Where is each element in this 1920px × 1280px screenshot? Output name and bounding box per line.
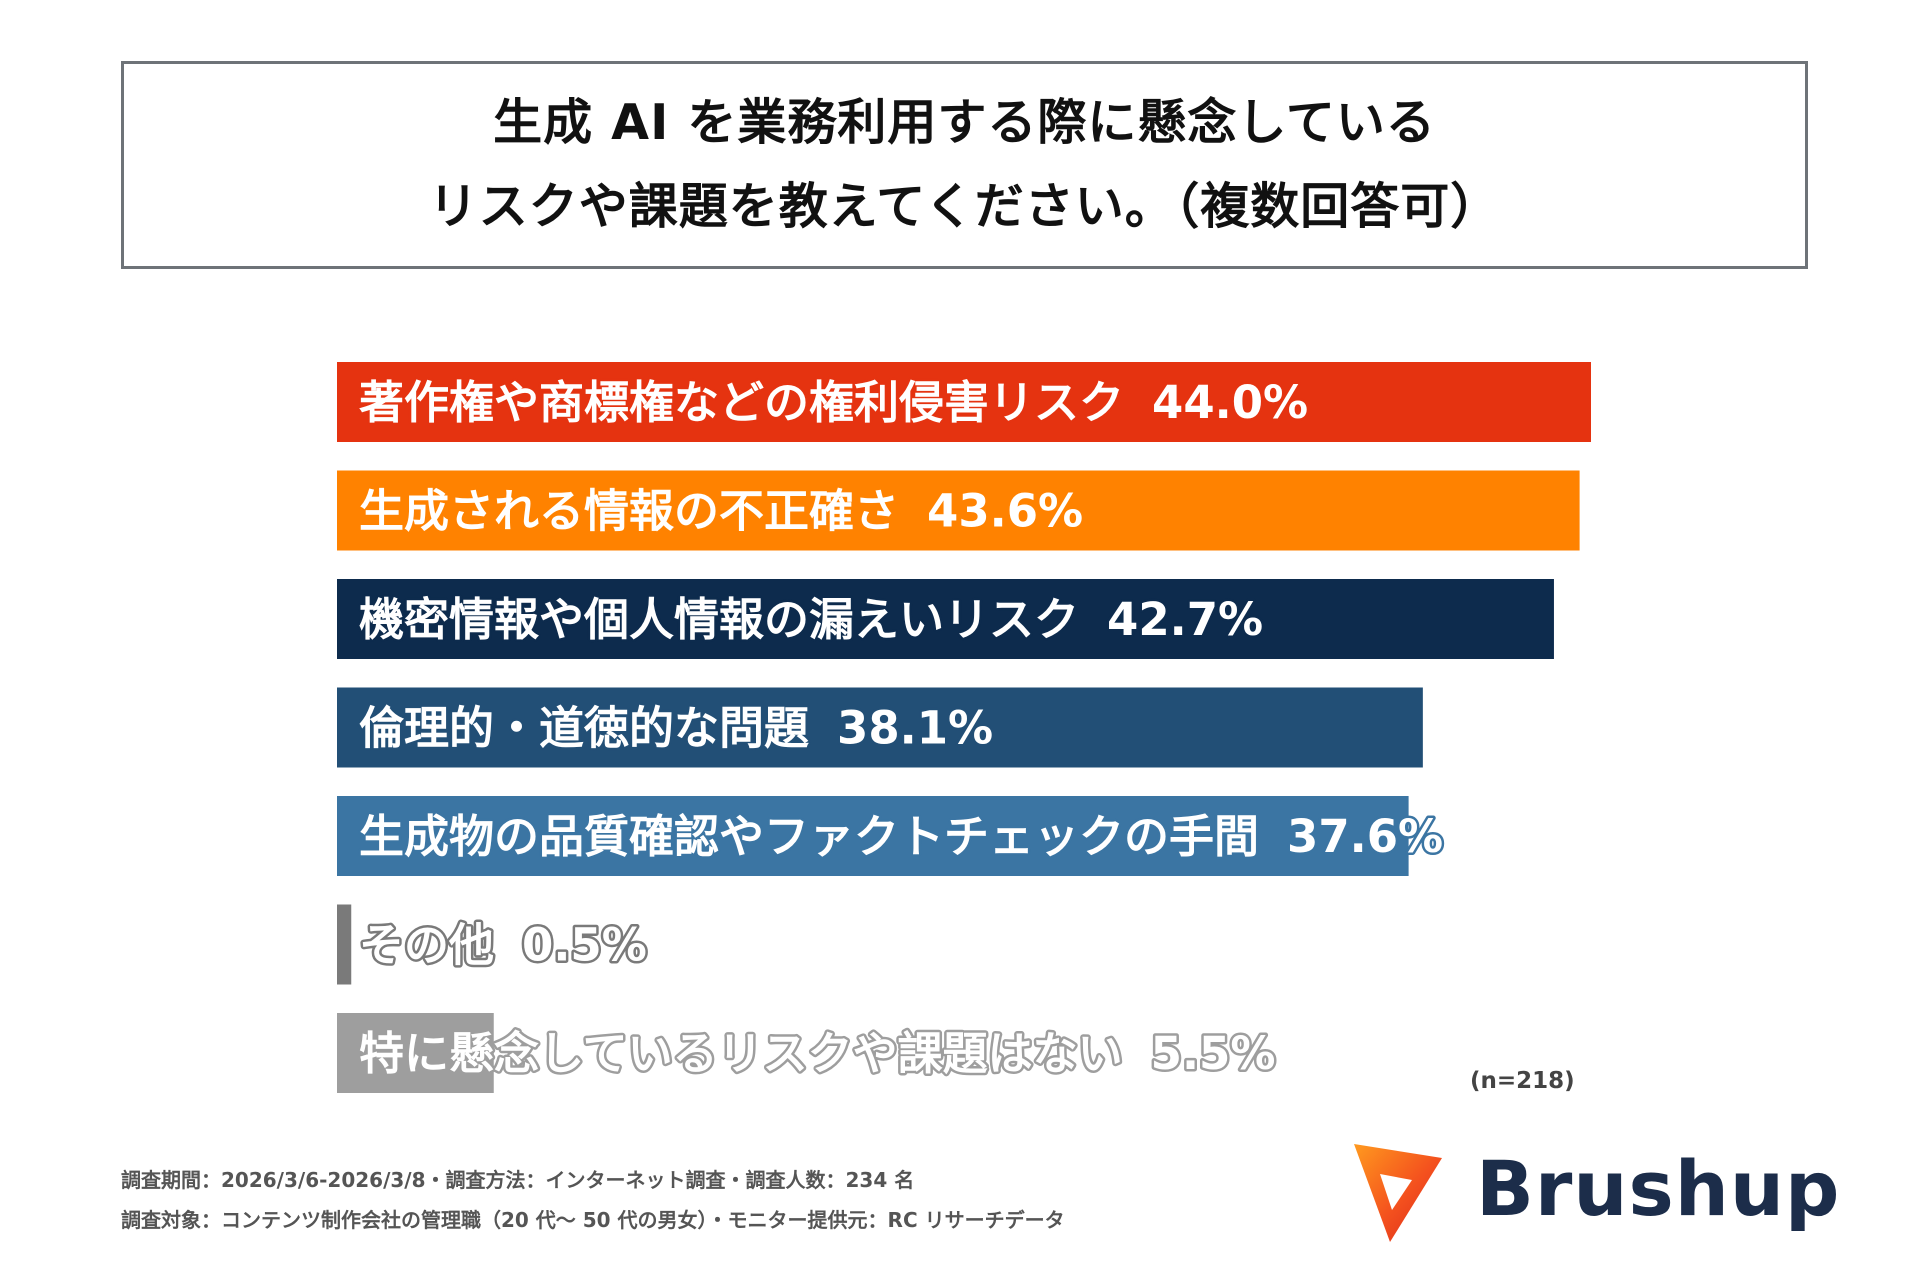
bar-category-label-2: 機密情報や個人情報の漏えいリスク [359, 593, 1079, 646]
bar-label-6: 特に懸念しているリスクや課題はない 5.5% [359, 1027, 1275, 1080]
chart-title-line-1: 生成 AI を業務利用する際に懸念している [493, 94, 1436, 151]
bar-value-label-0: 44.0% [1152, 376, 1308, 429]
bar-6 [337, 1013, 494, 1093]
brushup-logo-icon [1354, 1144, 1442, 1242]
chart-title-box: 生成 AI を業務利用する際に懸念している リスクや課題を教えてください。（複数… [121, 61, 1808, 269]
bar-label-3: 倫理的・道徳的な問題 38.1% [359, 702, 993, 755]
bar-label-2: 機密情報や個人情報の漏えいリスク 42.7% [359, 593, 1263, 646]
brushup-logo: Brushup [1350, 1138, 1839, 1248]
bar-5 [337, 904, 352, 985]
bar-category-label-1: 生成される情報の不正確さ [359, 485, 899, 538]
bar-label-5: その他 0.5% [359, 919, 647, 972]
bar-0 [337, 362, 1591, 442]
bar-category-label-0: 著作権や商標権などの権利侵害リスク [359, 376, 1124, 429]
bar-value-label-5: 0.5% [522, 919, 647, 972]
survey-footnote-target: 調査対象：コンテンツ制作会社の管理職（20 代～ 50 代の男女）・モニター提供… [121, 1208, 1065, 1232]
bar-label-0: 著作権や商標権などの権利侵害リスク 44.0% [359, 376, 1308, 429]
bar-label-1: 生成される情報の不正確さ 43.6% [359, 485, 1083, 538]
bar-value-label-6: 5.5% [1151, 1027, 1276, 1080]
bar-value-label-2: 42.7% [1107, 593, 1263, 646]
bar-3 [337, 687, 1423, 768]
bar-value-label-4: 37.6% [1287, 810, 1443, 863]
bar-category-label-4: 生成物の品質確認やファクトチェックの手間 [359, 810, 1259, 863]
bar-category-label-5: その他 [359, 919, 494, 972]
bar-label-4: 生成物の品質確認やファクトチェックの手間 37.6% [359, 810, 1443, 863]
brushup-logo-text: Brushup [1476, 1144, 1841, 1233]
bar-4 [337, 796, 1409, 876]
bar-category-label-6: 特に懸念しているリスクや課題はない [359, 1027, 1123, 1080]
bar-1 [337, 470, 1580, 551]
survey-footnote-period: 調査期間：2026/3/6-2026/3/8・調査方法：インターネット調査・調査… [121, 1168, 915, 1192]
bar-value-label-1: 43.6% [927, 485, 1083, 538]
sample-size-label: (n=218) [1470, 1068, 1575, 1094]
bar-category-label-3: 倫理的・道徳的な問題 [359, 702, 809, 755]
bar-2 [337, 579, 1554, 659]
chart-title-line-2: リスクや課題を教えてください。（複数回答可） [428, 178, 1501, 235]
bar-value-label-3: 38.1% [837, 702, 993, 755]
